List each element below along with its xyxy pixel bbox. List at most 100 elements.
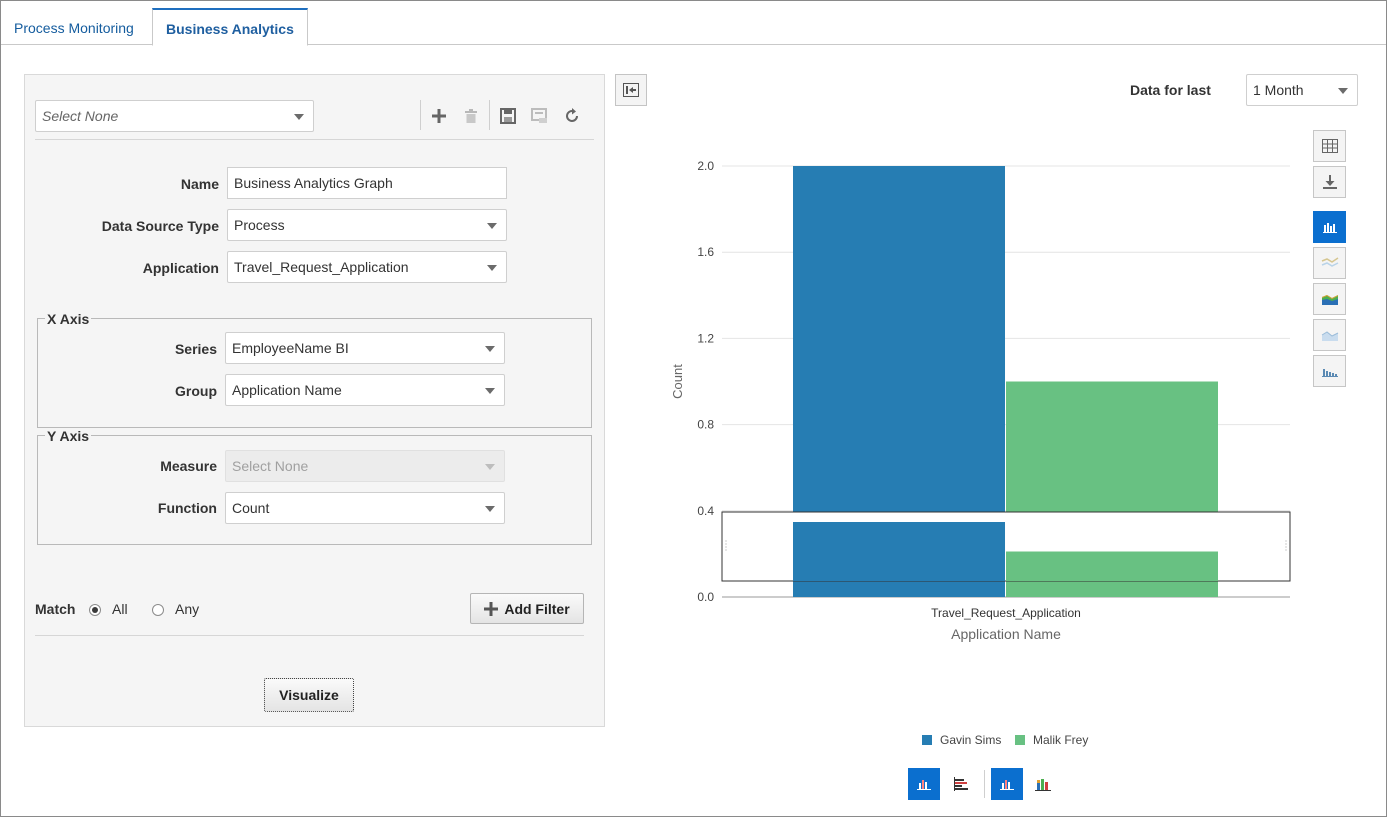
bar-chart: 0.0 0.4 0.8 1.2 1.6 2.0 Count Travel_Request_Ap… <box>660 140 1310 660</box>
legend-label: Gavin Sims <box>940 733 1002 747</box>
vertical-bar-icon <box>917 780 931 790</box>
data-for-last-value: 1 Month <box>1253 82 1304 98</box>
toolbar-divider <box>489 100 490 130</box>
chevron-down-icon <box>294 114 304 120</box>
series-value: EmployeeName BI <box>232 340 349 356</box>
group-select[interactable]: Application Name <box>225 374 505 406</box>
table-view-button[interactable] <box>1313 130 1346 162</box>
legend-swatch <box>922 735 932 745</box>
stacked-area-icon <box>1321 331 1338 341</box>
chevron-down-icon <box>485 506 495 512</box>
function-label: Function <box>157 500 217 516</box>
save-icon[interactable] <box>496 100 520 132</box>
legend-swatch <box>1015 735 1025 745</box>
y-tick-label: 1.2 <box>697 331 714 345</box>
chevron-down-icon <box>485 464 495 470</box>
histogram-icon <box>1321 369 1338 377</box>
table-icon <box>1321 139 1338 153</box>
chevron-down-icon <box>487 265 497 271</box>
refresh-icon[interactable] <box>560 100 584 132</box>
stacked-area-button[interactable] <box>1313 319 1346 351</box>
measure-select: Select None <box>225 450 505 482</box>
x-tick-label: Travel_Request_Application <box>931 606 1081 620</box>
toolbar-divider <box>984 770 985 798</box>
filter-divider-line <box>35 635 584 636</box>
legend-item-series-2[interactable]: Malik Frey <box>1015 733 1088 747</box>
application-value: Travel_Request_Application <box>234 259 409 275</box>
match-all-radio[interactable] <box>89 604 101 616</box>
area-chart-button[interactable] <box>1313 283 1346 315</box>
add-filter-button[interactable]: Add Filter <box>470 593 584 624</box>
plus-icon <box>484 601 499 616</box>
y-tick-label: 0.8 <box>697 418 714 432</box>
bar-chart-icon <box>1322 223 1337 233</box>
stacked-bar-icon <box>1035 779 1051 791</box>
histogram-button[interactable] <box>1313 355 1346 387</box>
x-axis-title: Application Name <box>951 626 1061 642</box>
chevron-down-icon <box>485 346 495 352</box>
y-axis-legend: Y Axis <box>45 428 92 444</box>
chevron-down-icon <box>485 388 495 394</box>
y-tick-label: 0.0 <box>697 590 714 604</box>
data-for-last-label: Data for last <box>1130 82 1211 98</box>
data-source-type-label: Data Source Type <box>101 218 219 234</box>
download-icon <box>1322 175 1337 189</box>
match-all-label: All <box>112 601 128 617</box>
legend-item-series-1[interactable]: Gavin Sims <box>922 733 1001 747</box>
group-label: Group <box>175 383 217 399</box>
horizontal-bar-icon <box>954 777 968 791</box>
match-any-label: Any <box>175 601 200 617</box>
application-select[interactable]: Travel_Request_Application <box>227 251 507 283</box>
add-filter-label: Add Filter <box>504 600 570 617</box>
y-tick-label: 1.6 <box>697 245 714 259</box>
y-axis-fieldset <box>37 435 592 545</box>
area-chart-icon <box>1321 295 1338 305</box>
clustered-bar-button[interactable] <box>991 768 1023 800</box>
line-chart-button[interactable] <box>1313 247 1346 279</box>
vertical-bar-button[interactable] <box>908 768 940 800</box>
tab-business-analytics[interactable]: Business Analytics <box>152 8 308 46</box>
data-for-last-select[interactable]: 1 Month <box>1246 74 1358 106</box>
clustered-bar-icon <box>1000 780 1014 790</box>
line-chart-icon <box>1321 257 1338 267</box>
x-axis-fieldset <box>37 318 592 428</box>
download-button[interactable] <box>1313 166 1346 198</box>
overview-bar-1 <box>793 522 1005 581</box>
legend-label: Malik Frey <box>1033 733 1089 747</box>
toolbar-divider-line <box>35 139 594 140</box>
visualize-label: Visualize <box>279 687 339 703</box>
data-source-type-value: Process <box>234 217 285 233</box>
tab-bar: Process Monitoring Business Analytics <box>1 1 1386 46</box>
name-label: Name <box>180 176 219 192</box>
name-input[interactable]: Business Analytics Graph <box>227 167 507 199</box>
measure-value: Select None <box>232 458 309 474</box>
saved-graph-select-value: Select None <box>42 108 119 124</box>
overview-bar-2 <box>1006 551 1218 581</box>
bar-chart-button[interactable] <box>1313 211 1346 243</box>
saved-graph-select[interactable]: Select None <box>35 100 314 132</box>
collapse-panel-button[interactable] <box>615 74 647 106</box>
chevron-down-icon <box>487 223 497 229</box>
match-any-radio[interactable] <box>152 604 164 616</box>
horizontal-bar-button[interactable] <box>946 768 978 800</box>
add-icon[interactable] <box>427 100 451 132</box>
function-select[interactable]: Count <box>225 492 505 524</box>
visualize-button[interactable]: Visualize <box>264 678 354 712</box>
series-select[interactable]: EmployeeName BI <box>225 332 505 364</box>
match-label: Match <box>35 601 76 617</box>
collapse-left-icon <box>623 83 639 97</box>
series-label: Series <box>174 341 217 357</box>
measure-label: Measure <box>160 458 217 474</box>
bar-chart-svg: 0.0 0.4 0.8 1.2 1.6 2.0 Count Travel_Request_Ap… <box>670 159 1291 642</box>
data-source-type-select[interactable]: Process <box>227 209 507 241</box>
y-axis-title: Count <box>670 364 685 399</box>
stacked-bar-button[interactable] <box>1027 768 1059 800</box>
tab-process-monitoring[interactable]: Process Monitoring <box>14 20 134 36</box>
function-value: Count <box>232 500 270 516</box>
y-tick-label: 2.0 <box>697 159 714 173</box>
group-value: Application Name <box>232 382 342 398</box>
application-label: Application <box>142 260 219 276</box>
save-as-icon[interactable] <box>528 100 552 132</box>
x-axis-legend: X Axis <box>45 311 92 327</box>
delete-icon[interactable] <box>459 100 483 132</box>
